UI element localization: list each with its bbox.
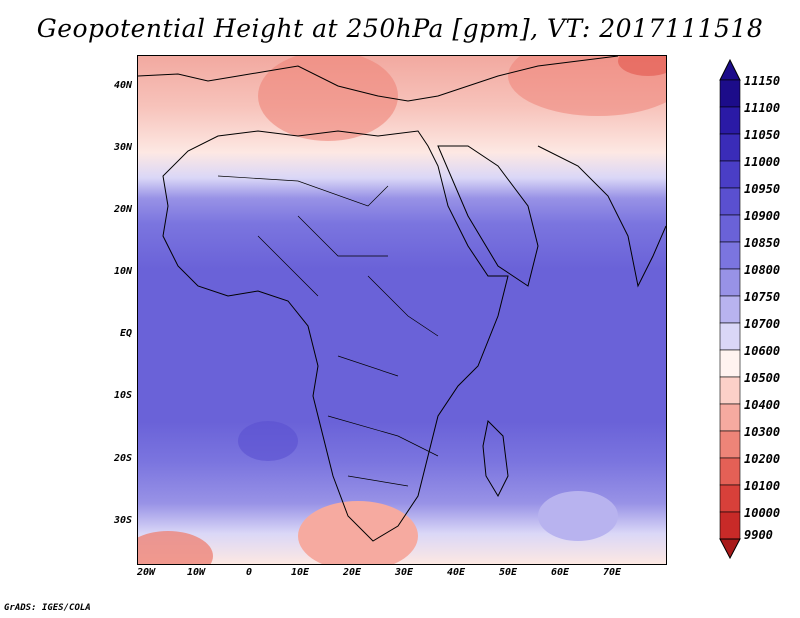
country-borders xyxy=(217,175,439,487)
colorbar-label: 10800 xyxy=(744,263,781,277)
colorbar-segment xyxy=(719,214,741,243)
colorbar-segment xyxy=(719,133,741,162)
colorbar-segment xyxy=(719,403,741,432)
colorbar xyxy=(719,58,741,560)
africa-coastline xyxy=(162,130,509,542)
colorbar-segment xyxy=(719,241,741,270)
colorbar-label: 10700 xyxy=(744,317,781,331)
colorbar-label: 11050 xyxy=(744,128,781,142)
low-atlantic xyxy=(238,421,298,461)
lon-label-10w: 10W xyxy=(187,567,206,578)
lon-label-20e: 20E xyxy=(343,567,362,578)
lon-label-50e: 50E xyxy=(499,567,518,578)
high-mediterranean xyxy=(258,56,398,141)
colorbar-segment xyxy=(719,106,741,135)
colorbar-label: 11150 xyxy=(744,74,781,88)
colorbar-segment xyxy=(719,160,741,189)
colorbar-segment xyxy=(719,511,741,540)
colorbar-segment xyxy=(719,349,741,378)
lon-label-60e: 60E xyxy=(551,567,570,578)
colorbar-label: 10600 xyxy=(744,344,781,358)
lon-label-70e: 70E xyxy=(603,567,622,578)
lat-label-eq: EQ xyxy=(119,328,132,339)
lat-label-20n: 20N xyxy=(113,204,132,215)
colorbar-label: 10100 xyxy=(744,479,781,493)
colorbar-label: 10300 xyxy=(744,425,781,439)
colorbar-segment xyxy=(719,79,741,108)
colorbar-segment xyxy=(719,322,741,351)
lon-label-40e: 40E xyxy=(447,567,466,578)
lat-label-20s: 20S xyxy=(113,453,132,464)
lon-label-20w: 20W xyxy=(137,567,156,578)
colorbar-segment xyxy=(719,457,741,486)
colorbar-segment xyxy=(719,268,741,297)
colorbar-label: 10950 xyxy=(744,182,781,196)
colorbar-top-arrow xyxy=(719,58,741,81)
colorbar-label: 10400 xyxy=(744,398,781,412)
colorbar-segment xyxy=(719,484,741,513)
colorbar-segment xyxy=(719,295,741,324)
colorbar-label: 10000 xyxy=(744,506,781,520)
colorbar-segment xyxy=(719,376,741,405)
trough-indian-ocean xyxy=(538,491,618,541)
madagascar xyxy=(482,419,509,498)
lat-label-30s: 30S xyxy=(113,515,132,526)
chart-title: Geopotential Height at 250hPa [gpm], VT:… xyxy=(36,14,764,43)
colorbar-label: 10500 xyxy=(744,371,781,385)
lat-label-10n: 10N xyxy=(113,266,132,277)
colorbar-label: 9900 xyxy=(744,528,773,542)
lat-label-30n: 30N xyxy=(113,142,132,153)
colorbar-segment xyxy=(719,187,741,216)
lat-label-10s: 10S xyxy=(113,390,132,401)
arabian-peninsula xyxy=(437,145,539,287)
high-south-africa xyxy=(298,501,418,564)
colorbar-segment xyxy=(719,430,741,459)
high-south-atlantic xyxy=(138,531,213,564)
lon-label-0: 0 xyxy=(246,567,253,578)
lat-label-40n: 40N xyxy=(113,80,132,91)
colorbar-label: 10200 xyxy=(744,452,781,466)
colorbar-label: 10900 xyxy=(744,209,781,223)
geopotential-field xyxy=(138,56,666,564)
high-asia-core xyxy=(618,56,666,76)
colorbar-label: 10750 xyxy=(744,290,781,304)
map-panel xyxy=(137,55,667,565)
grads-credit: GrADS: IGES/COLA xyxy=(4,603,91,613)
colorbar-label: 10850 xyxy=(744,236,781,250)
coastline-north xyxy=(138,56,619,102)
colorbar-label: 11100 xyxy=(744,101,781,115)
coastline-asia xyxy=(537,145,666,288)
colorbar-bottom-arrow xyxy=(719,538,741,560)
colorbar-label: 11000 xyxy=(744,155,781,169)
lon-label-10e: 10E xyxy=(291,567,310,578)
lon-label-30e: 30E xyxy=(395,567,414,578)
